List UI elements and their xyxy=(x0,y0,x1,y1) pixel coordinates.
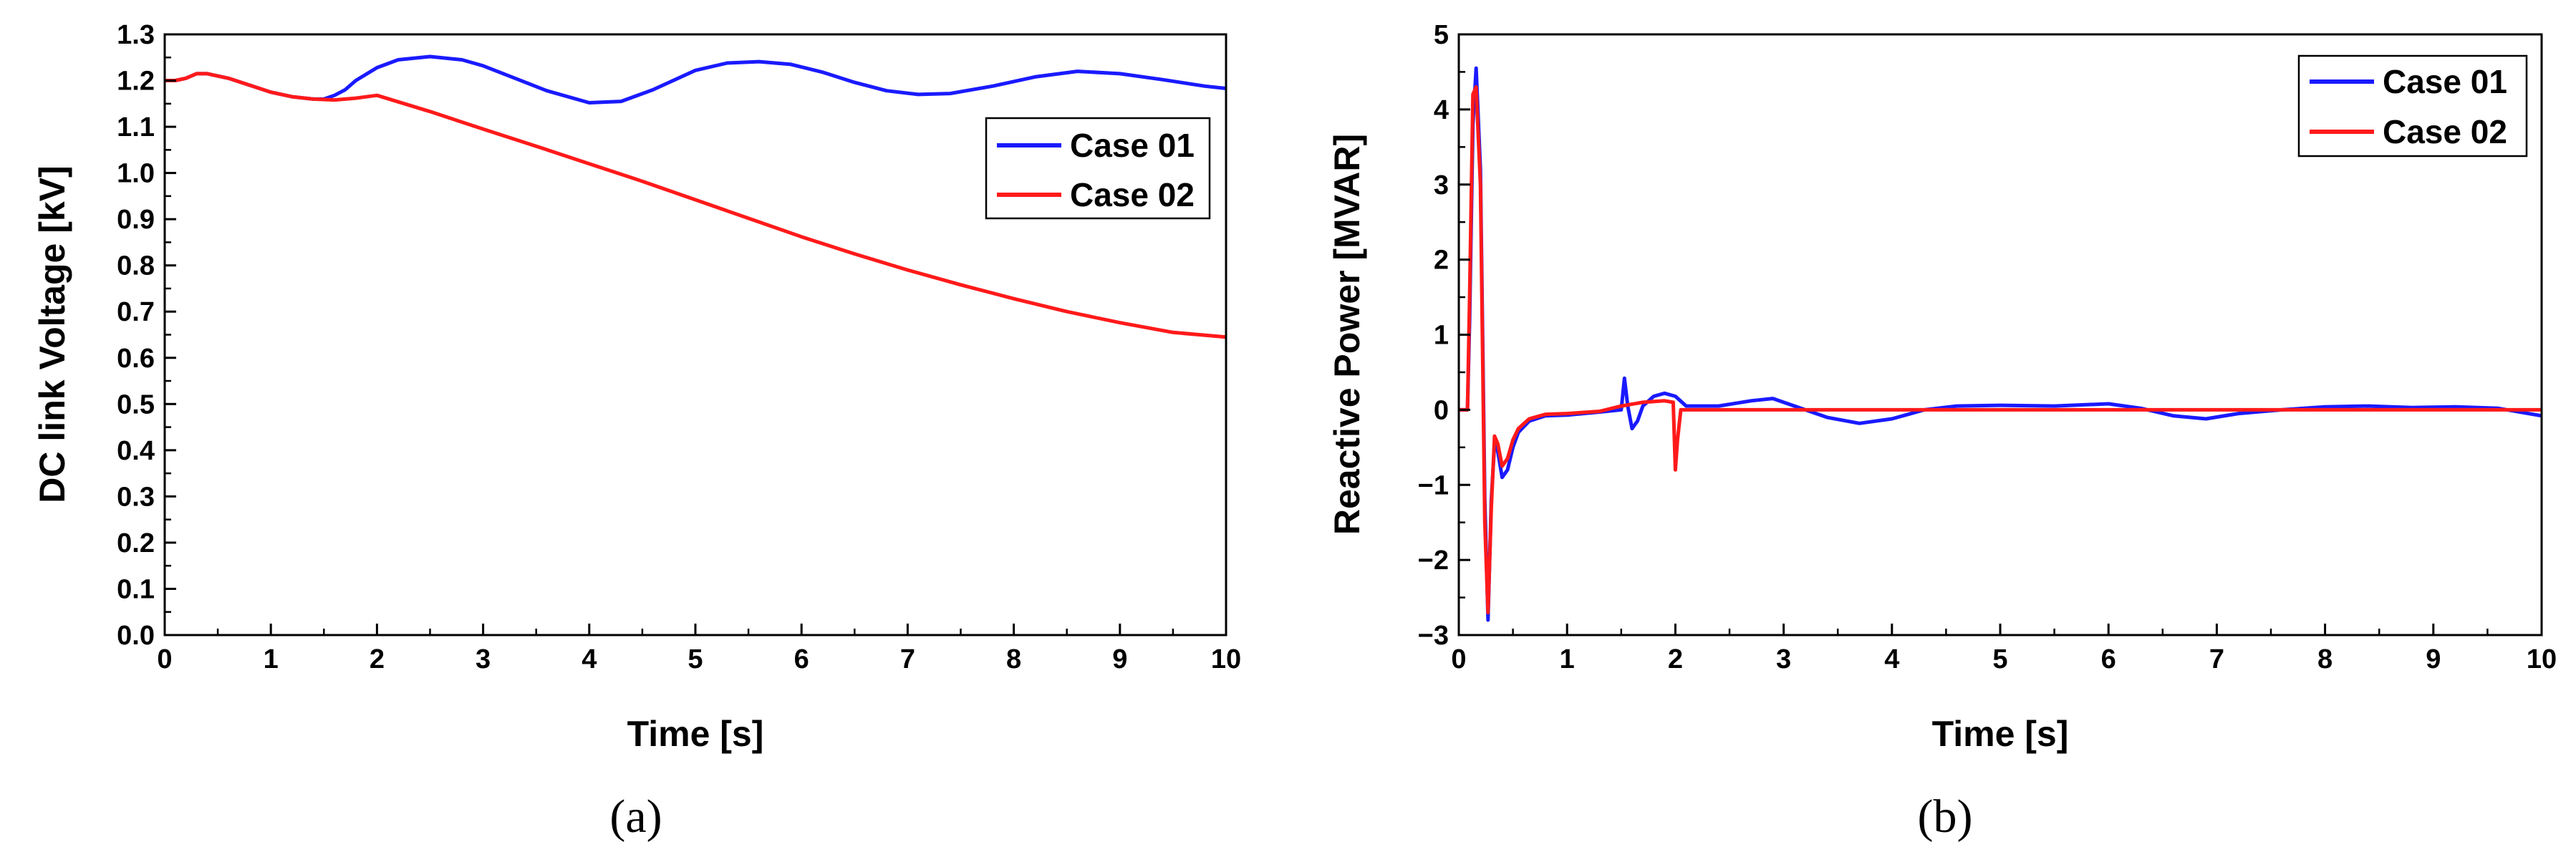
panel-a-y-tick-label: 0.0 xyxy=(117,621,155,651)
panel-a-x-tick-label: 4 xyxy=(582,644,597,674)
panel-b-x-tick-label: 6 xyxy=(2101,644,2116,674)
panel-b-y-tick-label: 5 xyxy=(1434,20,1449,50)
panel-a-y-tick-label: 0.2 xyxy=(117,528,155,558)
panel-a-y-tick-label: 0.3 xyxy=(117,482,155,512)
panel-a-legend-case-02-label: Case 02 xyxy=(1070,176,1195,213)
panel-a-y-tick-label: 0.1 xyxy=(117,574,155,604)
panel-b-x-tick-label: 2 xyxy=(1668,644,1683,674)
panel-b-y-tick-label: 2 xyxy=(1434,246,1449,276)
panel-a-y-tick-label: 0.4 xyxy=(117,436,155,466)
panel-b-x-tick-label: 3 xyxy=(1776,644,1791,674)
panel-b-y-tick-label: −2 xyxy=(1418,546,1449,576)
panel-b-y-axis-title: Reactive Power [MVAR] xyxy=(1327,134,1367,535)
panel-a-x-tick-label: 7 xyxy=(900,644,915,674)
panel-a-legend: Case 01 Case 02 xyxy=(985,117,1211,220)
panel-b-y-tick-label: −1 xyxy=(1418,470,1449,500)
panel-a-y-tick-label: 1.1 xyxy=(117,112,155,142)
panel-b-caption: (b) xyxy=(1918,790,1973,843)
panel-b-x-tick-label: 8 xyxy=(2317,644,2333,674)
panel-b-legend: Case 01 Case 02 xyxy=(2297,54,2528,158)
panel-b-x-axis-title: Time [s] xyxy=(1932,714,2069,754)
panel-b-x-tick-label: 7 xyxy=(2209,644,2224,674)
panel-a-x-tick-label: 0 xyxy=(157,644,172,674)
panel-a-y-axis-title: DC link Voltage [kV] xyxy=(32,165,72,503)
panel-b-reactive-power: 0 1 2 3 4 5 6 7 8 9 10 −3 −2 −1 0 1 2 3 4 5 Time [s] React… xyxy=(1327,20,2557,843)
panel-a-plot-content xyxy=(165,54,1226,339)
panel-a-dc-link-voltage: 0 1 2 3 4 5 6 7 8 9 10 0.0 0.1 0.2 0.3 0.4 0.5 0.6 0.7 0.8… xyxy=(32,20,1241,843)
panel-a-x-axis-title: Time [s] xyxy=(627,714,764,754)
panel-a-x-tick-label: 9 xyxy=(1112,644,1127,674)
panel-a-y-tick-label: 1.0 xyxy=(117,159,155,189)
panel-b-y-tick-label: 3 xyxy=(1434,170,1449,200)
panel-a-y-tick-label: 0.7 xyxy=(117,297,155,327)
panel-a-x-tick-label: 10 xyxy=(1211,644,1241,674)
panel-b-plot-content xyxy=(1459,66,2542,622)
panel-a-y-tick-label: 0.6 xyxy=(117,344,155,374)
panel-a-x-tick-label: 6 xyxy=(794,644,809,674)
panel-a-case-01-line xyxy=(165,54,1226,105)
panel-b-x-tick-label: 5 xyxy=(1992,644,2007,674)
panel-a-y-axis: 0.0 0.1 0.2 0.3 0.4 0.5 0.6 0.7 0.8 0.9 1.0 1.1 1.2 1… xyxy=(117,20,176,651)
panel-b-x-axis: 0 1 2 3 4 5 6 7 8 9 10 xyxy=(1451,624,2557,674)
panel-a-x-tick-label: 8 xyxy=(1006,644,1021,674)
panel-b-x-tick-label: 10 xyxy=(2527,644,2557,674)
panel-a-y-tick-label: 0.8 xyxy=(117,251,155,281)
panel-b-y-tick-label: 1 xyxy=(1434,321,1449,351)
panel-a-x-tick-label: 2 xyxy=(370,644,385,674)
panel-b-x-tick-label: 4 xyxy=(1884,644,1899,674)
panel-a-legend-case-01-label: Case 01 xyxy=(1070,127,1195,164)
panel-a-y-tick-label: 0.5 xyxy=(117,389,155,420)
panel-a-case-02-line xyxy=(165,72,1226,339)
panel-b-y-axis: −3 −2 −1 0 1 2 3 4 5 xyxy=(1418,20,1470,651)
panel-a-x-tick-label: 5 xyxy=(688,644,703,674)
panel-b-legend-case-02-label: Case 02 xyxy=(2383,113,2507,150)
panel-b-x-tick-label: 1 xyxy=(1560,644,1575,674)
panel-b-x-tick-label: 0 xyxy=(1451,644,1466,674)
panel-b-x-tick-label: 9 xyxy=(2426,644,2441,674)
panel-a-x-tick-label: 3 xyxy=(476,644,491,674)
panel-b-y-tick-label: 4 xyxy=(1434,95,1449,125)
panel-a-y-tick-label: 1.2 xyxy=(117,67,155,97)
panel-b-legend-case-01-label: Case 01 xyxy=(2383,63,2507,100)
panel-b-case-02-line xyxy=(1459,84,2542,614)
panel-a-y-tick-label: 1.3 xyxy=(117,20,155,50)
panel-b-legend-box xyxy=(2297,54,2528,158)
panel-b-y-tick-label: 0 xyxy=(1434,395,1449,425)
panel-a-x-axis: 0 1 2 3 4 5 6 7 8 9 10 xyxy=(157,624,1241,674)
panel-a-y-tick-label: 0.9 xyxy=(117,205,155,235)
panel-a-caption: (a) xyxy=(609,790,662,843)
panel-b-y-tick-label: −3 xyxy=(1418,621,1449,651)
panel-a-x-tick-label: 1 xyxy=(264,644,279,674)
panel-a-legend-box xyxy=(985,117,1211,220)
